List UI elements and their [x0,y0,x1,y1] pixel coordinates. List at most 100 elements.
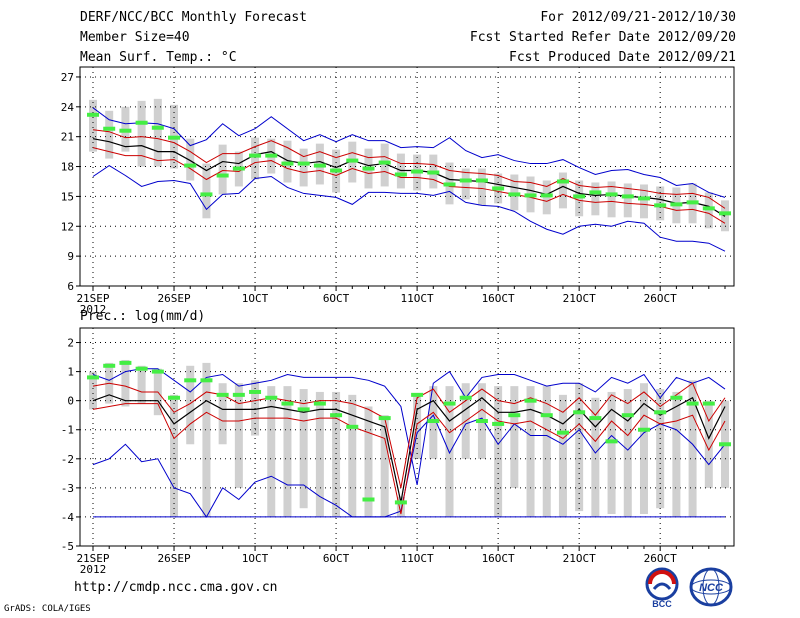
member-size: Member Size=40 [80,30,190,45]
temp-frame [79,66,735,287]
temp-panel: 6 9 12 15 18 21 24 27 21SEP 26SEP 1OCT 6OCT 11OCT 16O… [61,66,735,316]
temp-median-mark [135,120,148,125]
temp-median-mark [168,135,181,140]
prec-year-label: 2012 [80,563,107,576]
prec-spread-box [234,383,243,488]
prec-median-mark [119,360,132,365]
prec-median-mark [378,416,391,421]
temp-median-mark [670,202,683,207]
prec-median-mark [216,392,229,397]
prec-ytick-label: -5 [61,540,74,553]
prec-spread-box [299,389,308,509]
temp-median-mark [556,179,569,184]
prec-median-mark [427,419,440,424]
temp-median-mark [427,170,440,175]
prec-ytick-label: -3 [61,482,74,495]
header-left: DERF/NCC/BCC Monthly Forecast Member Size… [80,8,307,68]
prec-spread-box [364,406,373,517]
prec-spread-box [170,394,179,517]
prec-line-mean [92,394,726,503]
prec-spread-box [283,386,292,517]
prec-spread-box [558,394,567,517]
prec-median-mark [719,442,731,447]
temp-line-upper [92,129,726,209]
prec-median-mark [492,421,505,426]
prec-median-mark [540,413,553,418]
prec-ytick-label: 2 [67,337,74,350]
temp-median-mark [621,194,634,199]
prec-spread-box [315,391,324,517]
prec-median-mark [346,424,359,429]
temp-median-mark [492,186,505,191]
temp-spread-box [89,99,97,152]
footer-url[interactable]: http://cmdp.ncc.cma.gov.cn [74,580,278,595]
prec-xtick-label: 16OCT [482,552,515,565]
prec-spread-box [218,383,227,445]
prec-median-mark [702,401,715,406]
prec-panel: -5 -4 -3 -2 -1 0 1 2 21SEP 26SEP 1OCT 6OCT 11OCT 16OC… [61,327,735,576]
prec-spread-box [121,359,130,407]
temp-xtick-label: 11OCT [401,292,434,305]
prec-spread-box [639,383,648,515]
prec-spread-box [396,496,405,517]
temp-spread-box [218,144,227,195]
prec-median-mark [589,416,602,421]
prec-median-mark [103,363,116,368]
temp-median-mark [573,194,586,199]
prec-median-mark [605,439,618,444]
prec-spread-box [445,386,454,517]
prec-xtick-label: 21SEP [76,552,109,565]
temp-median-mark [232,166,245,171]
prec-median-mark [232,392,245,397]
prec-spread-box [137,365,146,404]
temp-year-label: 2012 [80,303,107,316]
temp-median-mark [200,192,213,197]
temp-spread-box [607,181,616,218]
temp-spread-box [461,168,470,200]
temp-median-mark [184,163,197,168]
temp-xtick-label: 26SEP [157,292,190,305]
prec-spread-box [510,386,519,488]
temp-spread-box [639,184,648,219]
prec-xtick-label: 11OCT [401,552,434,565]
ncc-logo: NCC [689,567,733,607]
temp-median-mark [119,128,132,133]
prec-median-mark [459,395,472,400]
prec-xtick-label: 6OCT [323,552,350,565]
prec-spread-box [494,386,503,517]
prec-ytick-label: -2 [61,453,74,466]
prec-line-upper [92,382,726,488]
prec-frame [79,327,735,547]
prec-median-mark [297,407,310,412]
prec-median-mark [654,410,667,415]
prec-median-mark [573,410,586,415]
prec-spread-box [380,415,389,517]
prec-spread-box [575,383,584,512]
prec-ytick-label: 1 [67,366,74,379]
temp-median-mark [411,169,424,174]
prec-median-mark [556,430,569,435]
temp-median-mark [637,196,650,201]
prec-spread-box [202,362,211,517]
prec-xtick-label: 26SEP [157,552,190,565]
temp-median-mark [443,182,456,187]
temp-median-mark [151,125,164,130]
temp-spread-box [137,100,146,167]
prec-spread-box [526,386,535,517]
prec-median-mark [362,497,375,502]
temp-line-lower [92,147,726,224]
temp-spread-box [380,143,389,187]
temp-xtick-label: 1OCT [242,292,269,305]
temp-xtick-label: 21SEP [76,292,109,305]
prec-spread-box [607,391,616,515]
prec-spread-box [542,386,551,517]
temp-median-mark [394,172,407,177]
prec-spread-box [267,386,276,517]
ncc-logo-text: NCC [699,582,724,594]
temp-median-mark [475,178,488,183]
prec-spread-box [89,371,97,410]
temp-median-mark [605,192,618,197]
prec-median-mark [87,375,99,380]
prec-median-mark [313,401,326,406]
grads-credit: GrADS: COLA/IGES [4,604,91,614]
